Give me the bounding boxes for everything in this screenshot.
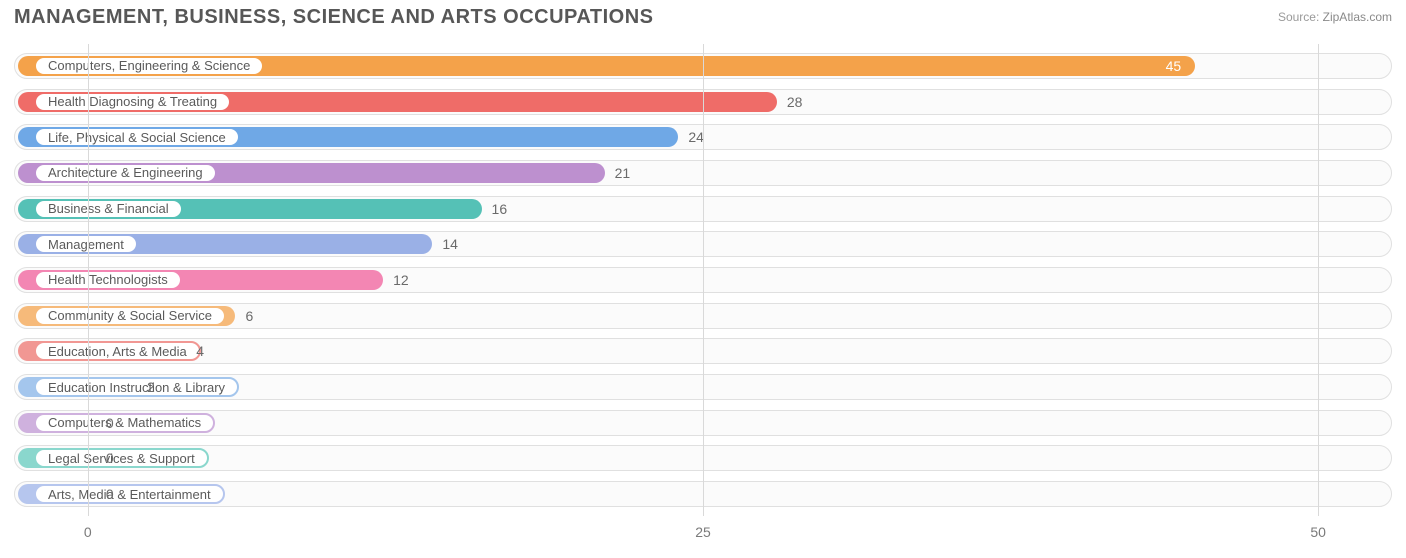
bar-value: 16	[492, 196, 508, 222]
gridline	[88, 44, 89, 516]
gridline	[703, 44, 704, 516]
chart-source: Source: ZipAtlas.com	[1278, 10, 1392, 24]
bar-label: Architecture & Engineering	[34, 163, 217, 183]
bar-value: 2	[147, 374, 155, 400]
bar-label: Life, Physical & Social Science	[34, 127, 240, 147]
bar-value: 12	[393, 267, 409, 293]
bar-label: Management	[34, 234, 138, 254]
x-tick-label: 0	[84, 524, 92, 540]
bar-label: Health Diagnosing & Treating	[34, 92, 231, 112]
bar-label: Arts, Media & Entertainment	[34, 484, 225, 504]
source-label: Source:	[1278, 10, 1319, 24]
bar-label: Community & Social Service	[34, 306, 226, 326]
bar-value: 24	[688, 124, 704, 150]
bar-value: 14	[442, 231, 458, 257]
bar-value: 21	[615, 160, 631, 186]
bar-value: 0	[106, 410, 114, 436]
bar-label: Legal Services & Support	[34, 448, 209, 468]
bar-value: 6	[245, 303, 253, 329]
bar-label: Computers, Engineering & Science	[34, 56, 264, 76]
bar-value: 0	[106, 445, 114, 471]
bar-value: 0	[106, 481, 114, 507]
chart-title: MANAGEMENT, BUSINESS, SCIENCE AND ARTS O…	[14, 6, 653, 29]
bar-value: 4	[196, 338, 204, 364]
bar-label: Health Technologists	[34, 270, 182, 290]
plot-area: Computers, Engineering & Science 45 Health…	[14, 44, 1392, 540]
x-tick-label: 50	[1310, 524, 1326, 540]
bar-label: Business & Financial	[34, 199, 183, 219]
bar-value: 28	[787, 89, 803, 115]
gridline	[1318, 44, 1319, 516]
chart-container: MANAGEMENT, BUSINESS, SCIENCE AND ARTS O…	[0, 0, 1406, 558]
bar-label: Computers & Mathematics	[34, 413, 215, 433]
bar-value: 45	[1166, 53, 1182, 79]
source-site: ZipAtlas.com	[1323, 10, 1392, 24]
bar-label: Education, Arts & Media	[34, 341, 201, 361]
x-tick-label: 25	[695, 524, 711, 540]
bar-label: Education Instruction & Library	[34, 377, 239, 397]
